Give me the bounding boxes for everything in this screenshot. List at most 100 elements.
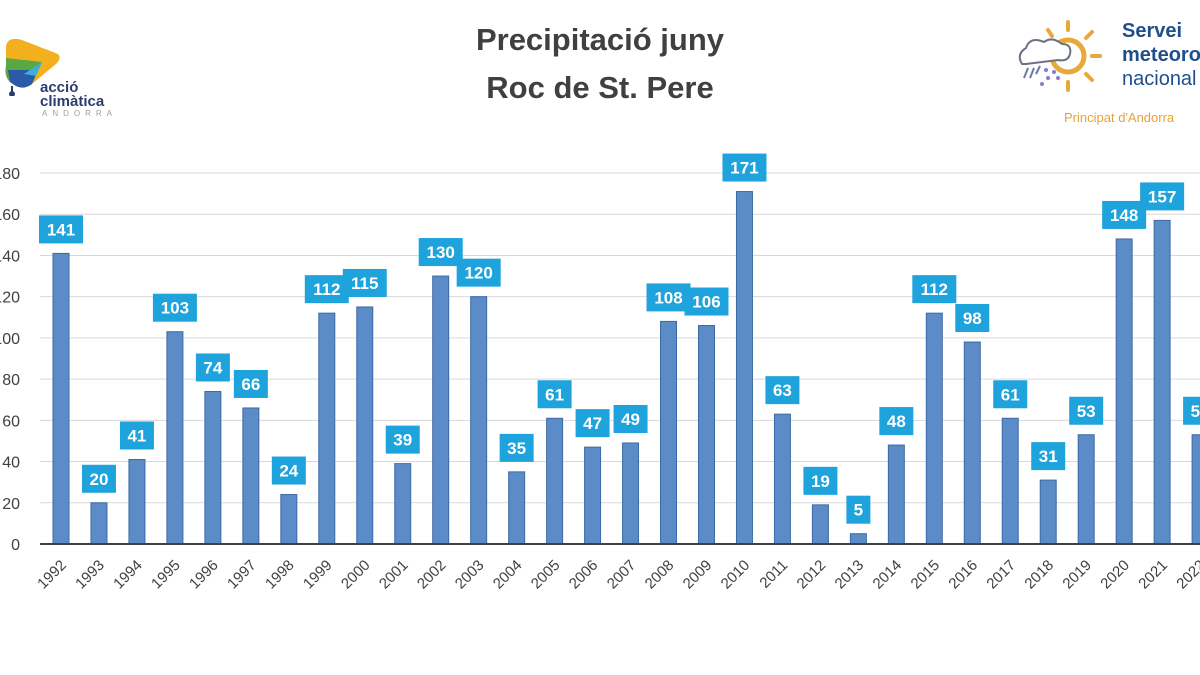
data-label-box xyxy=(195,353,230,382)
bar-2010 xyxy=(735,191,753,545)
y-tick-label: 140 xyxy=(0,248,20,265)
bar-1996 xyxy=(204,390,222,545)
data-label-box xyxy=(342,268,387,297)
x-tick-label: 2009 xyxy=(680,557,716,593)
data-label-box xyxy=(537,380,572,409)
data-label: 63 xyxy=(773,381,792,400)
data-label-box xyxy=(81,464,116,493)
x-tick-label: 1997 xyxy=(224,557,260,593)
data-label-box xyxy=(119,421,154,450)
logo-right-line2: meteorològic xyxy=(1122,44,1200,66)
x-tick-label: 2002 xyxy=(414,557,450,593)
bar-1994 xyxy=(128,458,146,545)
x-tick-label: 2014 xyxy=(870,557,906,593)
x-tick-label: 2018 xyxy=(1021,557,1057,593)
x-tick-label: 2019 xyxy=(1059,557,1095,593)
bar-2019 xyxy=(1077,434,1095,545)
bar-2015 xyxy=(925,312,943,545)
y-tick-label: 80 xyxy=(2,372,20,389)
bar-2007 xyxy=(622,442,640,545)
x-tick-label: 2000 xyxy=(338,557,374,593)
weather-sun-cloud-icon xyxy=(1018,20,1102,92)
data-label: 120 xyxy=(464,264,492,283)
y-tick-label: 100 xyxy=(0,331,20,348)
x-tick-label: 2021 xyxy=(1135,557,1171,593)
accio-climatica-logo-mark xyxy=(5,38,60,96)
x-tick-label: 1994 xyxy=(110,557,146,593)
data-label: 31 xyxy=(1039,447,1058,466)
data-label: 130 xyxy=(427,243,455,262)
logo-right-line3: nacional xyxy=(1122,68,1197,90)
data-label-box xyxy=(1140,182,1185,211)
x-tick-label: 2001 xyxy=(376,557,412,593)
y-tick-label: 20 xyxy=(2,496,20,513)
y-tick-label: 0 xyxy=(11,537,20,554)
bar-2001 xyxy=(394,463,412,545)
data-label-box xyxy=(993,380,1028,409)
logo-left-line2: climàtica xyxy=(40,93,105,110)
data-label: 35 xyxy=(507,439,526,458)
data-label-box xyxy=(1183,396,1200,425)
data-label-box xyxy=(456,258,501,287)
x-tick-label: 2004 xyxy=(490,557,526,593)
data-label-box xyxy=(1102,200,1147,229)
logo-right-line4: Principat d'Andorra xyxy=(1064,110,1175,125)
data-label: 39 xyxy=(393,431,412,450)
data-label: 49 xyxy=(621,410,640,429)
x-tick-label: 2013 xyxy=(832,557,868,593)
data-label-box xyxy=(846,495,871,524)
data-label-box xyxy=(304,275,349,304)
data-label-box xyxy=(385,425,420,454)
bar-2017 xyxy=(1001,417,1019,545)
x-tick-label: 2015 xyxy=(908,557,944,593)
servei-meteorologic-logo: Servei meteorològic nacional Principat d… xyxy=(1012,14,1200,134)
bar-2002 xyxy=(432,275,450,545)
bar-1997 xyxy=(242,407,260,545)
data-label: 19 xyxy=(811,472,830,491)
data-label: 5 xyxy=(854,501,863,520)
x-tick-label: 1992 xyxy=(34,557,70,593)
bar-2003 xyxy=(470,296,488,545)
data-label: 53 xyxy=(1077,402,1096,421)
y-tick-label: 180 xyxy=(0,166,20,183)
data-label: 74 xyxy=(203,358,222,377)
logo-left-line3: ANDORRA xyxy=(42,109,118,118)
data-label: 112 xyxy=(921,280,948,299)
data-label-box xyxy=(765,376,800,405)
bar-2006 xyxy=(584,446,602,545)
data-label-box xyxy=(684,287,729,316)
data-label-box xyxy=(271,456,306,485)
data-label-box xyxy=(879,407,914,436)
data-label-box xyxy=(722,153,767,182)
x-tick-label: 1993 xyxy=(72,557,108,593)
x-tick-label: 2003 xyxy=(452,557,488,593)
bar-2016 xyxy=(963,341,981,545)
data-label-box xyxy=(575,409,610,438)
logo-left-line1: acció xyxy=(40,79,79,96)
bar-2013 xyxy=(849,533,867,545)
bar-2022 xyxy=(1191,434,1200,545)
bar-2000 xyxy=(356,306,374,545)
data-label: 157 xyxy=(1148,187,1176,206)
data-label-box xyxy=(646,283,691,312)
x-tick-label: 2010 xyxy=(718,557,754,593)
data-label: 61 xyxy=(545,385,564,404)
data-label-box xyxy=(955,304,990,333)
data-label: 48 xyxy=(887,412,906,431)
x-tick-label: 2011 xyxy=(756,557,791,592)
bar-1998 xyxy=(280,494,298,545)
x-tick-label: 2016 xyxy=(945,557,981,593)
bar-2014 xyxy=(887,444,905,545)
bar-2018 xyxy=(1039,479,1057,545)
bar-2021 xyxy=(1153,219,1171,545)
x-tick-label: 2022 xyxy=(1173,557,1200,593)
y-tick-label: 60 xyxy=(2,413,20,430)
x-tick-label: 2017 xyxy=(983,557,1019,593)
bar-2004 xyxy=(508,471,526,545)
x-tick-label: 2008 xyxy=(642,557,678,593)
x-tick-label: 2012 xyxy=(794,557,830,593)
x-tick-label: 1999 xyxy=(300,557,336,593)
bar-2005 xyxy=(546,417,564,545)
data-label: 171 xyxy=(730,159,758,178)
